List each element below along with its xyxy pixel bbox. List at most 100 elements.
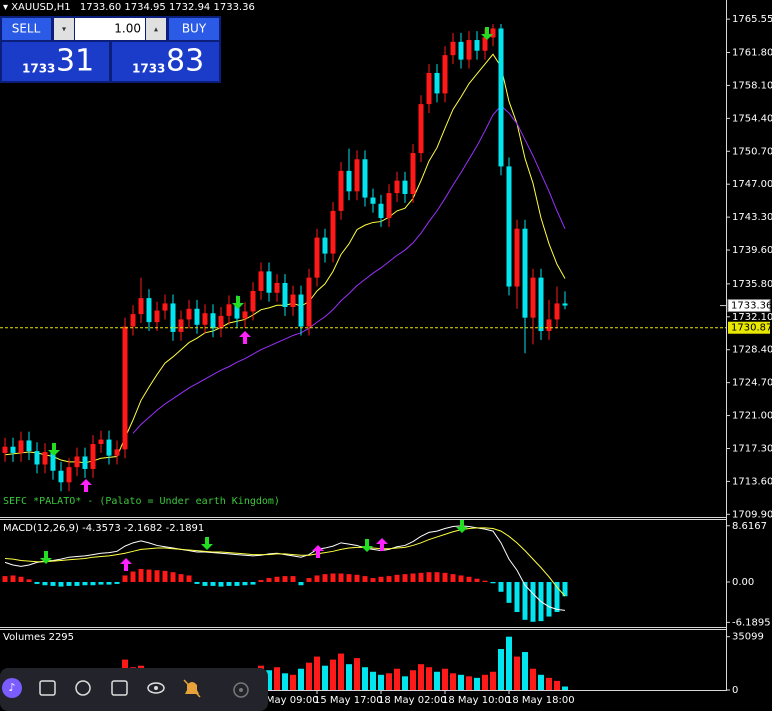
buy-price-box[interactable]: [112, 42, 219, 81]
candle-body: [18, 440, 24, 453]
bid-label-bg: [727, 299, 771, 313]
candle-body: [66, 467, 72, 483]
candle-body: [10, 446, 16, 453]
gallery-icon[interactable]: [111, 680, 128, 696]
moving-average: [132, 105, 566, 434]
histogram-bar: [546, 581, 552, 617]
calendar-icon[interactable]: [39, 680, 56, 696]
candle-body: [202, 313, 208, 325]
lot-up-icon: ▴: [154, 25, 158, 34]
histogram-bar: [322, 574, 328, 582]
histogram-bar: [506, 581, 512, 603]
candle-body: [450, 41, 456, 56]
candle-body: [146, 298, 152, 323]
volume-bar: [554, 680, 560, 690]
volume-bar: [298, 668, 304, 690]
histogram-bar: [346, 574, 352, 582]
candle-body: [274, 282, 280, 293]
histogram-bar: [378, 576, 384, 582]
lot-field[interactable]: [75, 18, 145, 40]
candle-body: [114, 449, 120, 456]
candle-body: [322, 237, 328, 254]
volume-bar: [514, 656, 520, 690]
y-tick-label: 1758.10: [732, 80, 772, 91]
histogram-bar: [34, 581, 40, 584]
candle-body: [386, 193, 392, 219]
broadcast-icon[interactable]: [233, 682, 249, 698]
candle-body: [410, 153, 416, 194]
histogram-bar: [474, 578, 480, 582]
volume-bar: [474, 677, 480, 690]
volume-bar: [434, 671, 440, 690]
bell-slash: [183, 679, 201, 698]
histogram-bar: [138, 568, 144, 582]
sell-button[interactable]: [2, 18, 51, 40]
candle-body: [226, 304, 232, 316]
buy-price-big: 1733: [132, 62, 165, 76]
sell-signal-arrow: [481, 27, 493, 40]
histogram-bar: [26, 579, 32, 582]
histogram-bar: [154, 570, 160, 582]
sell-signal-arrow: [201, 537, 213, 550]
lot-down[interactable]: [54, 18, 74, 40]
sell-price-box[interactable]: [2, 42, 109, 81]
histogram-bar: [58, 581, 64, 587]
candle-body: [178, 319, 184, 332]
eye-pupil: [154, 686, 158, 690]
candle-body: [354, 159, 360, 192]
histogram-bar: [234, 581, 240, 586]
y-tick-label: 1747.00: [732, 179, 772, 190]
histogram-bar: [82, 581, 88, 586]
header-close: 1733.36: [213, 2, 254, 13]
histogram-bar: [514, 581, 520, 612]
eye-icon[interactable]: [147, 682, 165, 694]
music-icon[interactable]: [2, 678, 22, 698]
volume-bar: [386, 673, 392, 690]
histogram-bar: [402, 574, 408, 582]
candle-body: [194, 308, 200, 325]
volume-bar: [482, 674, 488, 690]
header: ▾ XAUUSD,H1 1733.60 1734.95 1732.94 1733…: [3, 2, 255, 13]
volume-bar: [362, 667, 368, 690]
candle-body: [210, 313, 216, 329]
volume-bar: [282, 673, 288, 690]
candle-body: [90, 444, 96, 469]
histogram-bar: [530, 581, 536, 622]
candle-body: [554, 303, 560, 320]
buy-button[interactable]: [169, 18, 219, 40]
lot-value: 1.00: [114, 22, 141, 36]
candle-body: [290, 294, 296, 307]
volume-bar: [394, 668, 400, 690]
candle-body: [250, 290, 256, 312]
music-glyph: ♪: [8, 681, 15, 694]
histogram-bar: [106, 581, 112, 585]
lot-up[interactable]: [146, 18, 166, 40]
candle-body: [402, 180, 408, 194]
x-tick-label: 15 May 17:00: [314, 695, 383, 706]
candle-body: [490, 28, 496, 38]
header-open: 1733.60: [80, 2, 121, 13]
y-tick-label: 1743.30: [732, 212, 772, 223]
palette-icon[interactable]: [75, 680, 91, 696]
y-tick-label: 1728.40: [732, 345, 772, 356]
plot-area: 1765.55 1761.80 1758.10 1754.40 1750.70 1747.…: [0, 14, 772, 706]
histogram-bar: [330, 573, 336, 582]
candle-body: [482, 37, 488, 51]
taskbar: ♪: [0, 668, 268, 711]
sell-signal-arrow: [361, 539, 373, 552]
candle-body: [218, 315, 224, 329]
histogram-bar: [314, 575, 320, 582]
histogram-bar: [266, 578, 272, 582]
histogram-bar: [434, 572, 440, 582]
x-tick-label: 18 May 18:00: [506, 695, 575, 706]
y-tick-label: 1724.70: [732, 378, 772, 389]
candle-body: [298, 294, 304, 327]
histogram-bar: [50, 581, 56, 586]
sell-signal-arrow: [48, 443, 60, 456]
buy-signal-arrow: [80, 479, 92, 492]
candle-body: [266, 271, 272, 293]
volume-bar: [450, 673, 456, 690]
